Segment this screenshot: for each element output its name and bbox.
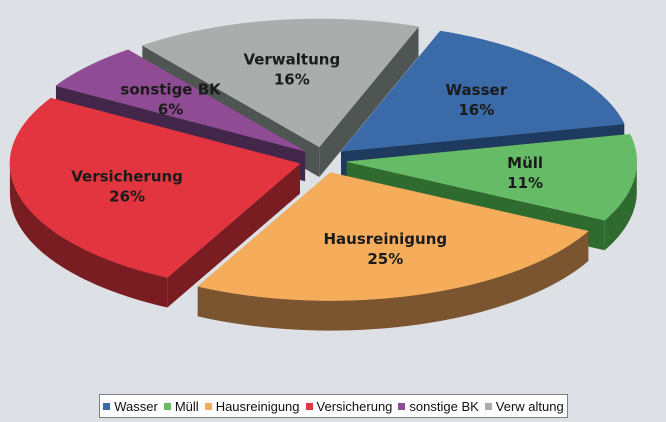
legend-item-verwaltung: Verw altung: [484, 398, 564, 414]
legend-swatch: [484, 402, 492, 410]
slice-value-hausreinigung: 25%: [367, 250, 403, 268]
pie-slice-side: [9, 162, 168, 308]
pie-slice-wall: [319, 26, 419, 177]
legend-swatch: [103, 402, 111, 410]
pie-slice-wall: [167, 163, 300, 308]
slice-value-verwaltung: 16%: [274, 71, 310, 89]
legend-label: Hausreinigung: [215, 398, 300, 414]
slice-label-wasser: Wasser: [446, 81, 508, 99]
slice-label-verwaltung: Verwaltung: [243, 51, 340, 69]
legend-label: sonstige BK: [409, 398, 479, 414]
chart-legend: Wasser Müll Hausreinigung Versicherung sonst…: [99, 394, 568, 418]
pie-slice-hausreinigung: [197, 172, 589, 331]
pie-slice-side: [197, 231, 589, 331]
legend-swatch: [398, 402, 406, 410]
legend-label: Müll: [174, 398, 199, 414]
legend-label: Versicherung: [316, 398, 393, 414]
slice-label-m-ll: Müll: [507, 154, 543, 172]
slice-label-hausreinigung: Hausreinigung: [323, 230, 447, 248]
legend-swatch: [305, 402, 313, 410]
legend-item-m-ll: Müll: [163, 398, 199, 414]
slice-label-sonstige-bk: sonstige BK: [120, 81, 222, 99]
pie-slice-top: [141, 18, 419, 148]
pie-slice-top: [340, 30, 625, 152]
slice-value-m-ll: 11%: [507, 174, 543, 192]
legend-item-wasser: Wasser: [103, 399, 158, 414]
legend-label: Wasser: [114, 398, 158, 414]
legend-item-sonstige-bk: sonstige BK: [398, 398, 479, 414]
legend-swatch: [163, 402, 171, 410]
pie-slice-top: [55, 49, 306, 152]
pie-chart: Wasser 16% Müll 11% Hausreinigung 25% Versiche…: [9, 18, 638, 331]
slice-value-sonstige-bk: 6%: [158, 101, 183, 119]
slice-value-wasser: 16%: [458, 101, 494, 119]
pie-slice-versicherung: [9, 97, 301, 308]
pie-slice-top: [9, 97, 301, 278]
legend-item-hausreinigung: Hausreinigung: [204, 398, 300, 414]
legend-swatch: [204, 402, 212, 410]
legend-label: Verw altung: [495, 398, 564, 414]
pie-slice-side: [604, 159, 637, 251]
pie-slice-top: [197, 172, 589, 301]
pie-slice-top: [346, 133, 638, 221]
legend-item-versicherung: Versicherung: [305, 398, 393, 414]
slice-label-versicherung: Versicherung: [71, 168, 183, 186]
slice-value-versicherung: 26%: [109, 188, 145, 206]
